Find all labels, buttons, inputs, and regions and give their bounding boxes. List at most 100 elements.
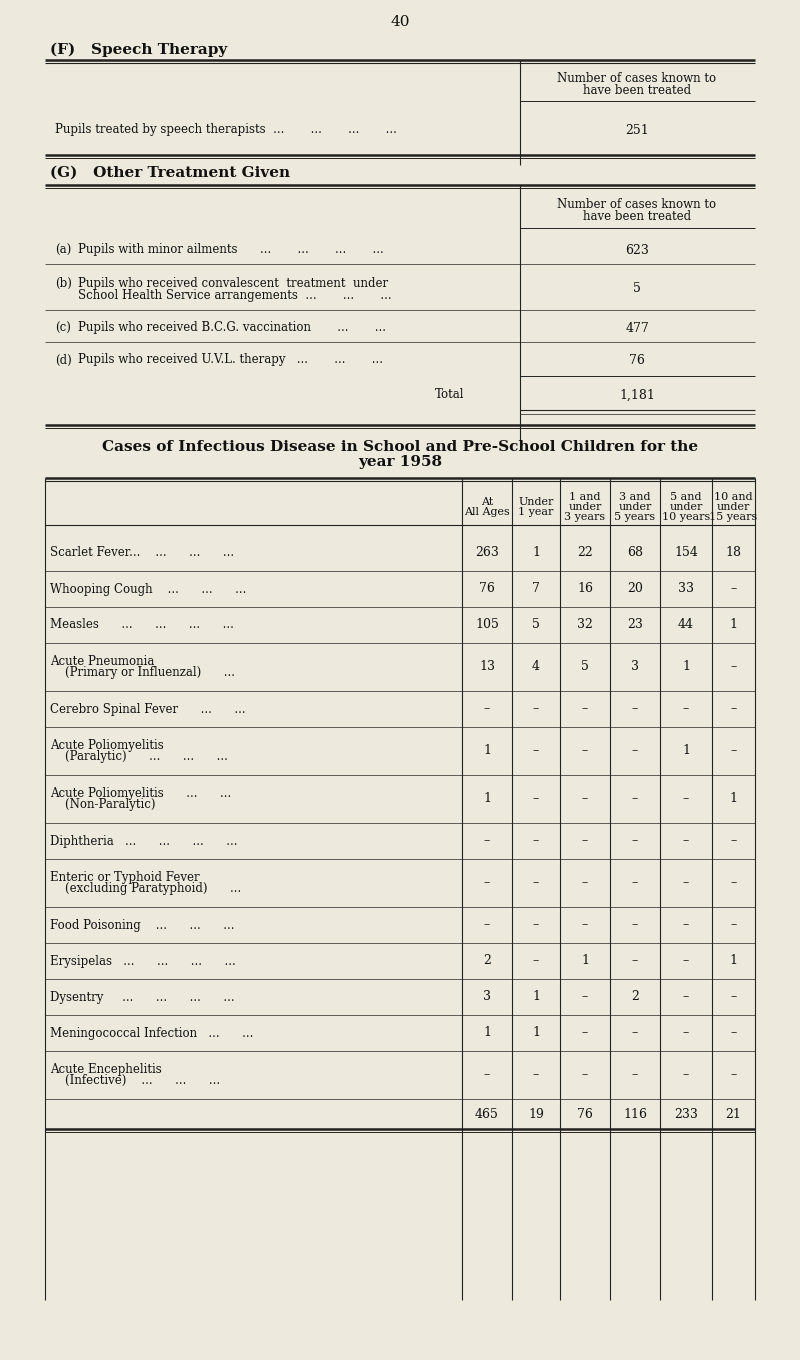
Text: Dysentry     ...      ...      ...      ...: Dysentry ... ... ... ...	[50, 990, 234, 1004]
Text: Pupils who received U.V.L. therapy   ...       ...       ...: Pupils who received U.V.L. therapy ... .…	[78, 354, 383, 366]
Text: –: –	[533, 1069, 539, 1081]
Text: –: –	[582, 918, 588, 932]
Text: –: –	[683, 793, 689, 805]
Text: 105: 105	[475, 619, 499, 631]
Text: (a): (a)	[55, 243, 71, 257]
Text: 19: 19	[528, 1108, 544, 1122]
Text: 32: 32	[577, 619, 593, 631]
Text: 3: 3	[631, 661, 639, 673]
Text: –: –	[683, 876, 689, 889]
Text: 7: 7	[532, 582, 540, 596]
Text: 33: 33	[678, 582, 694, 596]
Text: 477: 477	[625, 321, 649, 335]
Text: –: –	[484, 876, 490, 889]
Text: year 1958: year 1958	[358, 456, 442, 469]
Text: –: –	[632, 835, 638, 847]
Text: –: –	[730, 835, 737, 847]
Text: –: –	[533, 835, 539, 847]
Text: –: –	[730, 918, 737, 932]
Text: –: –	[632, 1069, 638, 1081]
Text: –: –	[730, 1069, 737, 1081]
Text: Food Poisoning    ...      ...      ...: Food Poisoning ... ... ...	[50, 918, 234, 932]
Text: –: –	[632, 793, 638, 805]
Text: 22: 22	[577, 547, 593, 559]
Text: Meningococcal Infection   ...      ...: Meningococcal Infection ... ...	[50, 1027, 254, 1039]
Text: Erysipelas   ...      ...      ...      ...: Erysipelas ... ... ... ...	[50, 955, 236, 967]
Text: 16: 16	[577, 582, 593, 596]
Text: 5: 5	[532, 619, 540, 631]
Text: –: –	[730, 661, 737, 673]
Text: –: –	[582, 1027, 588, 1039]
Text: –: –	[730, 582, 737, 596]
Text: –: –	[632, 703, 638, 715]
Text: 623: 623	[625, 243, 649, 257]
Text: Diphtheria   ...      ...      ...      ...: Diphtheria ... ... ... ...	[50, 835, 238, 847]
Text: 2: 2	[483, 955, 491, 967]
Text: 44: 44	[678, 619, 694, 631]
Text: –: –	[484, 918, 490, 932]
Text: 1: 1	[730, 619, 738, 631]
Text: 10 years: 10 years	[662, 511, 710, 522]
Text: Measles      ...      ...      ...      ...: Measles ... ... ... ...	[50, 619, 234, 631]
Text: 465: 465	[475, 1108, 499, 1122]
Text: 154: 154	[674, 547, 698, 559]
Text: –: –	[484, 835, 490, 847]
Text: under: under	[670, 502, 702, 511]
Text: 18: 18	[726, 547, 742, 559]
Text: 1,181: 1,181	[619, 389, 655, 401]
Text: Cases of Infectious Disease in School and Pre-School Children for the: Cases of Infectious Disease in School an…	[102, 441, 698, 454]
Text: 1: 1	[483, 744, 491, 758]
Text: –: –	[730, 990, 737, 1004]
Text: have been treated: have been treated	[583, 84, 691, 98]
Text: 1: 1	[730, 955, 738, 967]
Text: (Infective)    ...      ...      ...: (Infective) ... ... ...	[50, 1074, 220, 1087]
Text: 5 years: 5 years	[614, 511, 655, 522]
Text: Total: Total	[435, 389, 465, 401]
Text: –: –	[683, 955, 689, 967]
Text: 76: 76	[577, 1108, 593, 1122]
Text: Number of cases known to: Number of cases known to	[558, 72, 717, 84]
Text: –: –	[683, 1069, 689, 1081]
Text: –: –	[730, 876, 737, 889]
Text: –: –	[730, 703, 737, 715]
Text: –: –	[582, 835, 588, 847]
Text: 251: 251	[625, 124, 649, 136]
Text: (Paralytic)      ...      ...      ...: (Paralytic) ... ... ...	[50, 749, 228, 763]
Text: 1 year: 1 year	[518, 507, 554, 517]
Text: 23: 23	[627, 619, 643, 631]
Text: 1: 1	[682, 661, 690, 673]
Text: 5: 5	[581, 661, 589, 673]
Text: 1: 1	[483, 1027, 491, 1039]
Text: 10 and: 10 and	[714, 492, 753, 502]
Text: (F)   Speech Therapy: (F) Speech Therapy	[50, 42, 227, 57]
Text: –: –	[632, 744, 638, 758]
Text: (b): (b)	[55, 276, 72, 290]
Text: –: –	[582, 744, 588, 758]
Text: –: –	[582, 793, 588, 805]
Text: –: –	[683, 835, 689, 847]
Text: Scarlet Fever...    ...      ...      ...: Scarlet Fever... ... ... ...	[50, 547, 234, 559]
Text: 1: 1	[730, 793, 738, 805]
Text: –: –	[582, 1069, 588, 1081]
Text: 1: 1	[532, 547, 540, 559]
Text: –: –	[582, 990, 588, 1004]
Text: 4: 4	[532, 661, 540, 673]
Text: (Non-Paralytic): (Non-Paralytic)	[50, 798, 155, 811]
Text: –: –	[582, 703, 588, 715]
Text: –: –	[533, 876, 539, 889]
Text: 1: 1	[532, 1027, 540, 1039]
Text: 3: 3	[483, 990, 491, 1004]
Text: 3 and: 3 and	[619, 492, 650, 502]
Text: 1: 1	[532, 990, 540, 1004]
Text: Pupils who received B.C.G. vaccination       ...       ...: Pupils who received B.C.G. vaccination .…	[78, 321, 386, 335]
Text: Pupils with minor ailments      ...       ...       ...       ...: Pupils with minor ailments ... ... ... .…	[78, 243, 384, 257]
Text: School Health Service arrangements  ...       ...       ...: School Health Service arrangements ... .…	[78, 290, 392, 302]
Text: –: –	[533, 918, 539, 932]
Text: Acute Pneumonia: Acute Pneumonia	[50, 656, 154, 668]
Text: Pupils treated by speech therapists  ...       ...       ...       ...: Pupils treated by speech therapists ... …	[55, 124, 397, 136]
Text: 1: 1	[581, 955, 589, 967]
Text: –: –	[533, 955, 539, 967]
Text: 1 and: 1 and	[570, 492, 601, 502]
Text: –: –	[533, 744, 539, 758]
Text: –: –	[632, 918, 638, 932]
